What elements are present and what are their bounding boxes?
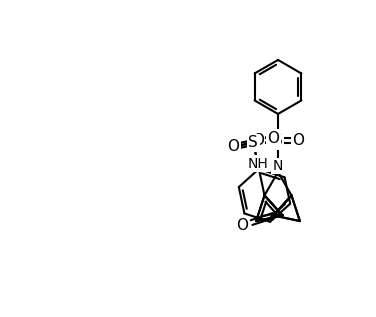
Text: O: O	[252, 133, 264, 148]
Text: O: O	[267, 131, 279, 146]
Text: O: O	[236, 218, 248, 233]
Text: O: O	[292, 133, 304, 148]
Text: S: S	[249, 135, 258, 150]
Text: S: S	[273, 133, 283, 148]
Text: N: N	[273, 159, 283, 173]
Text: O: O	[227, 139, 240, 154]
Text: NH: NH	[247, 157, 268, 171]
